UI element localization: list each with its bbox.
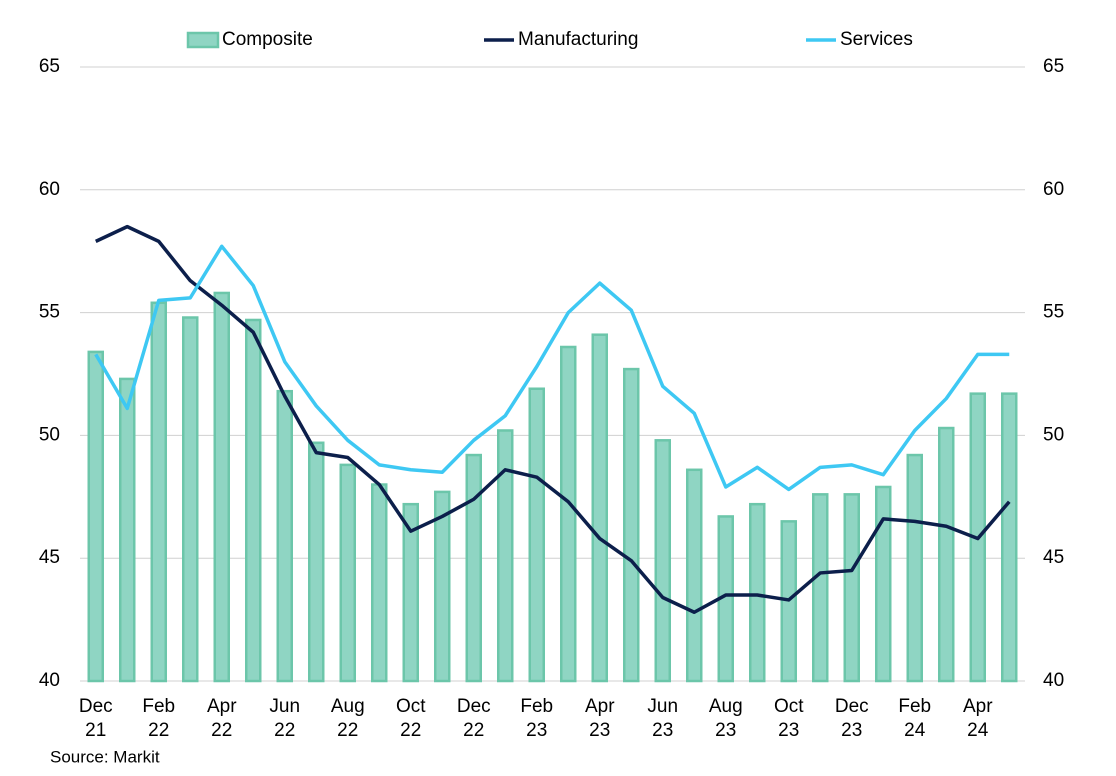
y-tick-label: 50 (39, 424, 60, 445)
x-tick-label: Jun 23 (647, 696, 678, 741)
bar (402, 502, 419, 683)
bar (371, 483, 388, 683)
y2-tick-label: 65 (1043, 56, 1064, 77)
bar (213, 291, 230, 683)
x-tick-label: Dec 23 (835, 696, 869, 741)
x-tick-label: Oct 22 (396, 696, 426, 741)
x-tick-label: Aug 22 (331, 696, 365, 741)
bar (119, 377, 136, 683)
x-tick-label: Apr 22 (207, 696, 237, 741)
bar (906, 453, 923, 683)
y2-tick-label: 40 (1043, 670, 1064, 691)
source: Source: Markit (50, 747, 160, 766)
line (94, 244, 1010, 492)
bar (276, 389, 293, 683)
bar (182, 316, 199, 683)
x-tick-label: Feb 22 (142, 696, 175, 741)
bar (654, 439, 671, 683)
bar (875, 485, 892, 683)
line (95, 224, 1011, 614)
x-tick-label: Feb 24 (898, 696, 931, 741)
bar (434, 490, 451, 683)
x-tick-label: Apr 23 (585, 696, 615, 741)
legend-swatch (186, 31, 220, 49)
bar (339, 463, 356, 683)
y-tick-label: 65 (39, 56, 60, 77)
y-tick-label: 60 (39, 179, 60, 200)
bar (528, 387, 545, 683)
bar (497, 429, 514, 683)
x-tick-label: Apr 24 (963, 696, 993, 741)
y-tick-label: 40 (39, 670, 60, 691)
legend-label: Services (840, 29, 913, 50)
bar (308, 441, 325, 683)
legend-label: Composite (222, 29, 313, 50)
y2-tick-label: 50 (1043, 424, 1064, 445)
bar (843, 493, 860, 683)
bar (560, 345, 577, 683)
bar (749, 502, 766, 683)
bar (591, 333, 608, 683)
bar (686, 468, 703, 683)
x-tick-label: Feb 23 (520, 696, 553, 741)
y-tick-label: 55 (39, 302, 60, 323)
bar (87, 350, 104, 683)
x-tick-label: Dec 22 (457, 696, 491, 741)
x-tick-label: Dec 21 (79, 696, 113, 741)
bar (938, 426, 955, 683)
y2-tick-label: 55 (1043, 302, 1064, 323)
bar (1001, 392, 1018, 683)
x-tick-label: Jun 22 (269, 696, 300, 741)
y2-tick-label: 45 (1043, 547, 1064, 568)
y2-tick-label: 60 (1043, 179, 1064, 200)
x-tick-label: Aug 23 (709, 696, 743, 741)
x-tick-label: Oct 23 (774, 696, 804, 741)
bar (812, 493, 829, 683)
bar (465, 453, 482, 683)
legend-label: Manufacturing (518, 29, 638, 50)
bar (245, 318, 262, 683)
bar (150, 301, 167, 683)
y-tick-label: 45 (39, 547, 60, 568)
bar (623, 367, 640, 683)
